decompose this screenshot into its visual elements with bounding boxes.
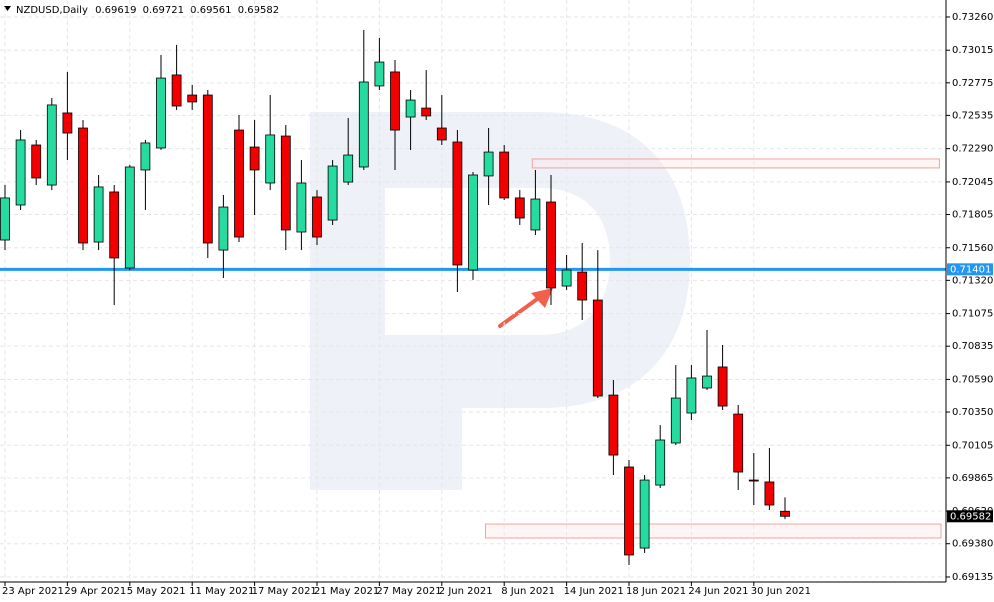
candle-body [624,466,634,556]
candle-body [436,127,447,141]
candle-body [764,481,775,506]
candle-body [46,104,57,186]
y-tick-label: 0.70350 [952,407,993,418]
price-zone [531,158,940,169]
y-tick-label: 0.71320 [952,275,993,286]
y-tick-label: 0.72775 [952,78,993,89]
y-tick-label: 0.73260 [952,12,993,23]
candle-body [312,196,322,238]
y-tick-label: 0.73015 [952,45,993,56]
level-price-label: 0.71401 [950,264,991,275]
x-tick-label: 29 Apr 2021 [64,586,126,597]
candle-body [592,299,603,397]
candle-body [31,144,42,179]
candle-body [717,366,728,407]
candle-body [514,197,525,219]
candle-body [62,112,73,134]
y-tick-label: 0.70105 [952,440,993,451]
candle-body [452,141,463,266]
candle-body [748,479,759,482]
candle-body [546,201,556,289]
candle-body [686,377,697,414]
candle-body [156,77,166,149]
candle-body [499,151,510,199]
y-tick-label: 0.69135 [952,572,993,583]
candle-body [702,375,712,389]
last-price-label-box [947,510,993,523]
candle-body [358,81,369,168]
arrow [498,288,553,328]
y-tick-label: 0.71075 [952,309,993,320]
candle-body [265,134,276,184]
candle-body [608,394,619,456]
x-tick-label: 17 May 2021 [252,586,317,597]
candle-body [374,61,385,87]
candle-body [171,74,182,107]
candle-body [280,135,291,231]
candle-body [93,186,104,243]
y-tick-label: 0.71560 [952,243,993,254]
y-tick-label: 0.69380 [952,539,993,550]
candle-body [405,99,416,118]
candle-body [670,397,681,444]
candle-body [390,71,400,131]
candle-body [733,413,744,473]
x-tick-label: 18 Jun 2021 [626,586,686,597]
last-price-label: 0.69582 [950,511,991,522]
candle-body [140,142,151,171]
high-value: 0.69721 [143,5,184,16]
x-tick-label: 5 May 2021 [127,586,186,597]
candle-body [202,94,213,244]
x-tick-label: 8 Jun 2021 [501,586,555,597]
low-value: 0.69561 [190,5,231,16]
chart-header: NZDUSD,Daily 0.69619 0.69721 0.69561 0.6… [16,5,279,16]
x-tick-label: 2 Jun 2021 [439,586,493,597]
candle-body [483,151,494,177]
candle-body [421,107,432,117]
candle-body [234,129,244,238]
candle-body [218,206,229,251]
y-tick-label: 0.70835 [952,341,993,352]
candle-body [296,182,307,233]
candle-body [639,479,650,549]
y-tick-label: 0.70590 [952,374,993,385]
candle-body [78,127,88,244]
x-tick-label: 11 May 2021 [189,586,254,597]
y-tick-label: 0.72045 [952,177,993,188]
candle-body [327,165,338,221]
candle-body [343,154,354,183]
candle-body [655,439,666,486]
y-tick-label: 0.71805 [952,209,993,220]
candle-body [0,197,10,241]
candle-body [124,166,135,269]
candle-body [15,139,26,206]
candle-body [530,198,541,231]
candle-body [780,510,790,517]
candle-body [468,174,478,271]
x-tick-label: 14 Jun 2021 [564,586,624,597]
y-tick-label: 0.69865 [952,473,993,484]
chart-title: NZDUSD,Daily [16,5,88,16]
candle-body [249,146,260,171]
candle-body [577,271,588,301]
candle-body [561,269,572,287]
x-tick-label: 27 May 2021 [376,586,441,597]
price-zone [484,523,942,539]
level-price-label-box [947,263,993,276]
open-value: 0.69619 [95,5,136,16]
x-tick-label: 23 Apr 2021 [2,586,64,597]
candle-body [187,94,198,103]
close-value: 0.69582 [238,5,279,16]
candle-body [109,191,120,259]
y-tick-label: 0.72290 [952,144,993,155]
y-tick-label: 0.72535 [952,110,993,121]
x-tick-label: 21 May 2021 [314,586,379,597]
x-tick-label: 30 Jun 2021 [751,586,811,597]
menu-icon [4,6,11,11]
x-tick-label: 24 Jun 2021 [688,586,748,597]
